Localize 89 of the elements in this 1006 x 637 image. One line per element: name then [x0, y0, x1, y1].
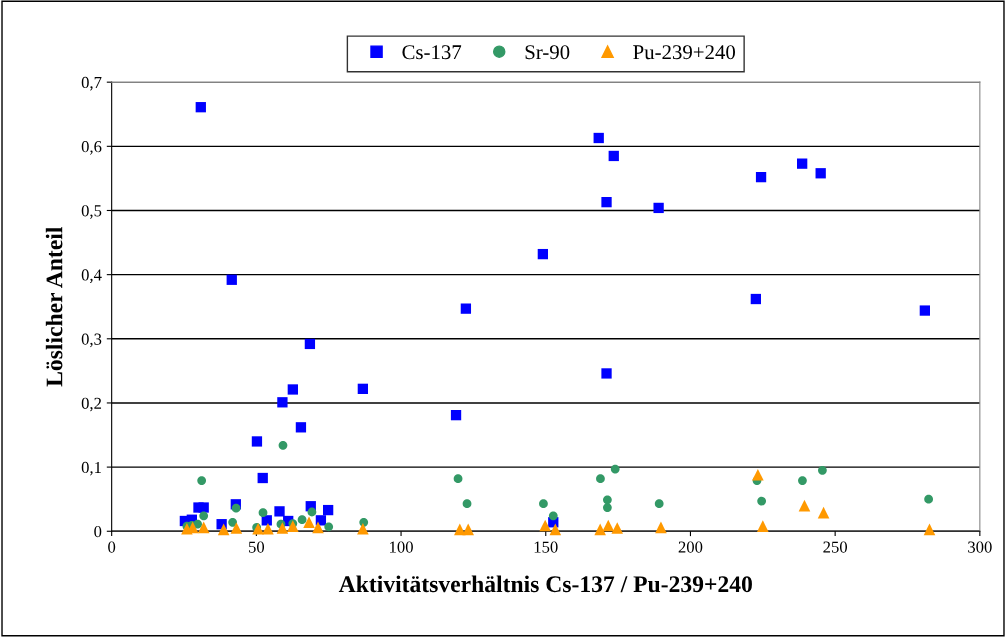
- point: [322, 504, 334, 516]
- point: [277, 397, 288, 408]
- point: [324, 522, 334, 532]
- point: [815, 168, 826, 179]
- point: [197, 476, 207, 485]
- point: [462, 499, 472, 509]
- point: [603, 503, 612, 512]
- x-tick-label: 200: [678, 541, 703, 553]
- y-tick-label: 0: [94, 525, 102, 538]
- point: [251, 436, 263, 447]
- y-tick-label: 0,2: [81, 397, 102, 412]
- point: [287, 384, 298, 395]
- point: [750, 293, 761, 305]
- point: [231, 503, 241, 513]
- point: [258, 508, 268, 518]
- legend-label: Pu-239+240: [633, 45, 736, 60]
- point: [757, 496, 767, 506]
- point: [226, 274, 237, 285]
- y-tick-label: 0,4: [81, 269, 102, 283]
- point: [818, 465, 827, 475]
- point: [199, 511, 209, 521]
- point: [752, 468, 764, 481]
- point: [919, 305, 931, 316]
- point: [756, 520, 769, 532]
- point: [303, 516, 315, 529]
- point: [798, 476, 807, 485]
- point: [287, 520, 299, 532]
- point: [195, 102, 206, 113]
- point: [593, 132, 604, 144]
- point: [278, 440, 288, 450]
- point: [304, 338, 316, 350]
- point: [798, 499, 811, 512]
- point: [228, 517, 238, 527]
- point: [602, 519, 615, 532]
- point: [608, 150, 619, 162]
- point: [307, 507, 317, 517]
- point: [462, 523, 475, 536]
- point: [230, 522, 243, 534]
- point: [297, 515, 307, 525]
- point: [460, 303, 472, 314]
- point: [357, 522, 369, 535]
- point: [454, 523, 466, 536]
- point: [274, 506, 285, 517]
- x-tick-label: 100: [390, 541, 413, 553]
- point: [357, 383, 369, 394]
- x-tick-label: 300: [968, 541, 992, 553]
- point: [450, 409, 462, 421]
- point: [923, 523, 936, 536]
- point: [596, 474, 605, 484]
- point: [537, 248, 549, 260]
- y-tick-label: 0,3: [81, 333, 102, 348]
- y-tick-label: 0,5: [81, 205, 102, 219]
- point: [257, 472, 268, 484]
- point: [797, 158, 808, 169]
- point: [539, 519, 551, 532]
- point: [217, 523, 230, 536]
- point: [262, 522, 274, 535]
- x-axis-title: Aktivitätsverhältnis Cs-137 / Pu-239+240: [338, 575, 752, 593]
- point: [755, 171, 767, 183]
- point: [548, 511, 558, 521]
- x-tick-label: 150: [534, 541, 558, 553]
- point: [653, 202, 664, 214]
- point: [315, 515, 327, 526]
- y-tick-label: 0,7: [81, 76, 102, 91]
- point: [654, 499, 664, 509]
- point: [453, 474, 463, 484]
- point: [655, 521, 667, 534]
- point: [610, 464, 620, 474]
- x-tick-label: 50: [249, 541, 265, 553]
- x-tick-label: 250: [823, 541, 848, 553]
- point: [603, 495, 612, 505]
- point: [549, 523, 562, 536]
- point: [601, 196, 612, 208]
- point: [924, 494, 934, 504]
- legend-label: Sr-90: [525, 45, 570, 60]
- y-axis-title: Löslicher Anteil: [45, 226, 63, 387]
- point: [594, 523, 606, 536]
- point: [197, 521, 210, 534]
- point: [198, 502, 209, 513]
- point: [817, 506, 830, 519]
- y-tick-label: 0,1: [81, 461, 101, 476]
- y-tick-label: 0,6: [81, 141, 102, 155]
- point: [276, 522, 289, 534]
- point: [539, 499, 548, 509]
- point: [601, 368, 612, 379]
- x-tick-label: 0: [108, 541, 116, 553]
- legend-label: Cs-137: [402, 45, 462, 60]
- point: [295, 422, 307, 433]
- point: [611, 522, 624, 534]
